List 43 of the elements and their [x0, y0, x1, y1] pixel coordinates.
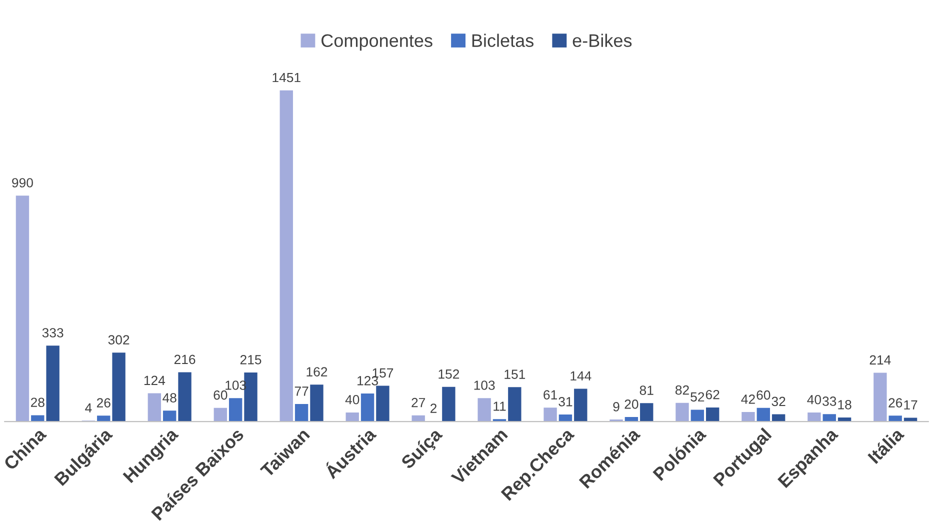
data-label: 18 [838, 400, 852, 410]
data-label: 152 [438, 369, 460, 379]
data-label: 42 [741, 394, 755, 404]
data-label: 990 [12, 178, 33, 188]
data-label: 82 [675, 385, 689, 395]
legend-label: Componentes [322, 34, 432, 51]
data-label: 52 [690, 392, 704, 402]
data-label: 216 [174, 354, 196, 364]
data-label: 33 [822, 396, 836, 406]
data-label: 40 [345, 394, 360, 404]
data-label: 333 [42, 328, 64, 338]
data-label: 124 [144, 376, 166, 385]
data-label: 61 [544, 390, 557, 400]
data-label: 77 [294, 386, 308, 396]
data-label: 27 [412, 398, 426, 408]
data-label: 9 [613, 402, 620, 412]
data-label: 151 [504, 370, 526, 379]
data-label: 162 [306, 367, 328, 376]
data-label: 20 [624, 400, 638, 409]
data-label: 26 [96, 398, 110, 408]
data-label: 32 [772, 396, 786, 406]
data-label: 4 [85, 403, 92, 412]
data-label: 60 [214, 390, 228, 400]
data-label: 31 [558, 397, 572, 406]
data-label: 48 [162, 393, 176, 402]
legend-label: Bicletas [472, 34, 534, 48]
data-label: 1451 [272, 72, 300, 82]
data-label: 60 [756, 390, 770, 400]
data-label: 144 [570, 371, 592, 380]
data-label: 103 [474, 380, 495, 390]
legend-label: e-Bikes [572, 34, 632, 48]
data-label: 40 [807, 394, 822, 404]
data-label: 17 [904, 400, 918, 410]
data-label: 215 [240, 355, 262, 364]
data-label: 2 [430, 404, 437, 413]
data-label: 28 [30, 398, 44, 408]
data-label: 62 [706, 390, 720, 400]
data-label: 81 [640, 386, 654, 395]
data-label: 11 [494, 402, 506, 411]
data-label: 26 [888, 398, 902, 408]
data-label: 302 [108, 335, 130, 344]
data-label: 157 [372, 368, 394, 378]
data-label: 214 [870, 355, 891, 364]
